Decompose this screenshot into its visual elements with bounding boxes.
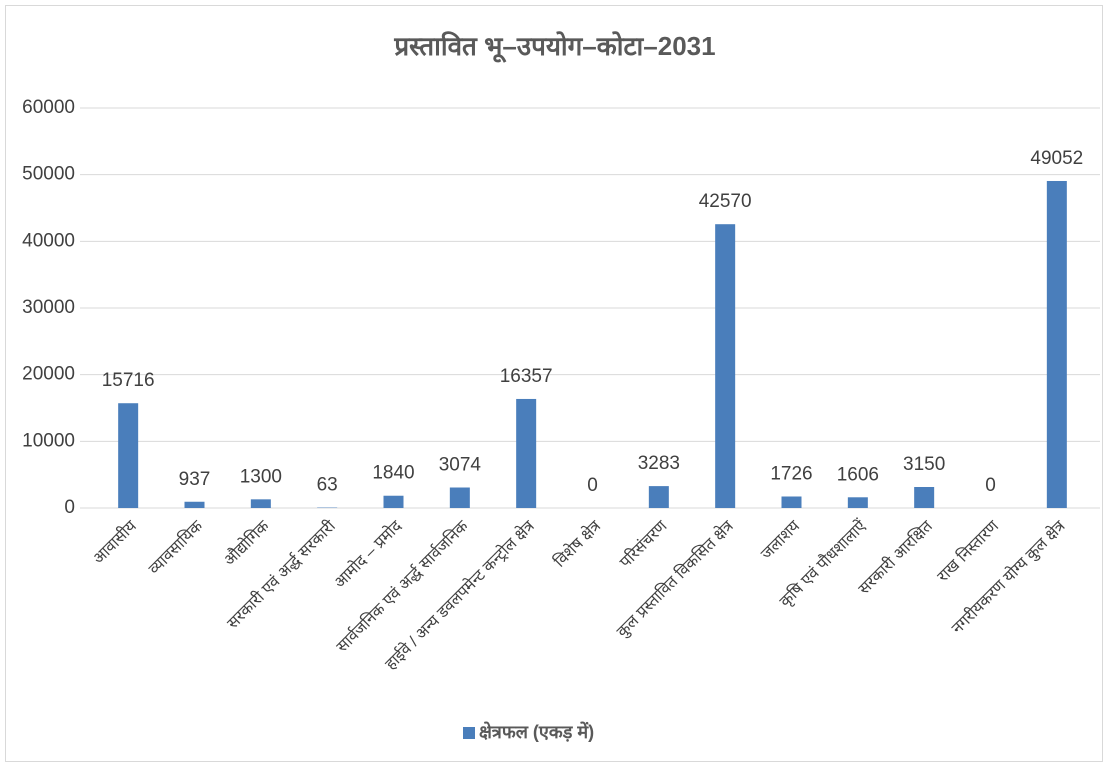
data-label: 0 [587, 475, 598, 496]
bar [383, 495, 404, 508]
bar [715, 224, 736, 508]
y-tick-label: 60000 [22, 97, 75, 118]
data-label: 1300 [240, 466, 282, 487]
data-label: 1726 [770, 464, 812, 485]
y-tick-label: 50000 [22, 164, 75, 185]
chart-title: प्रस्तावित भू–उपयोग–कोटा–2031 [393, 31, 715, 63]
bar [250, 499, 271, 508]
bar [1046, 180, 1067, 508]
legend-label: क्षेत्रफल (एकड़ में) [479, 721, 594, 742]
data-label: 937 [179, 469, 211, 490]
bar [648, 486, 669, 508]
bar [184, 501, 205, 508]
bar [449, 487, 470, 508]
data-label: 15716 [102, 370, 155, 391]
bar [118, 403, 139, 508]
y-tick-label: 20000 [22, 364, 75, 385]
bar [914, 487, 935, 508]
data-label: 3074 [439, 455, 482, 476]
data-label: 3150 [903, 454, 945, 475]
data-label: 1840 [372, 463, 414, 484]
y-tick-label: 10000 [22, 430, 75, 451]
bar [781, 496, 802, 508]
data-label: 0 [985, 475, 996, 496]
chart-border [5, 5, 1103, 762]
data-label: 49052 [1030, 148, 1083, 169]
data-label: 3283 [638, 453, 680, 474]
data-label: 1606 [837, 464, 879, 485]
bar [516, 398, 537, 508]
legend-swatch [463, 727, 475, 739]
data-label: 63 [317, 475, 338, 496]
y-tick-label: 30000 [22, 297, 75, 318]
data-label: 16357 [500, 366, 553, 387]
y-tick-label: 0 [64, 497, 75, 518]
y-tick-label: 40000 [22, 230, 75, 251]
bar [847, 497, 868, 508]
data-label: 42570 [699, 191, 752, 212]
